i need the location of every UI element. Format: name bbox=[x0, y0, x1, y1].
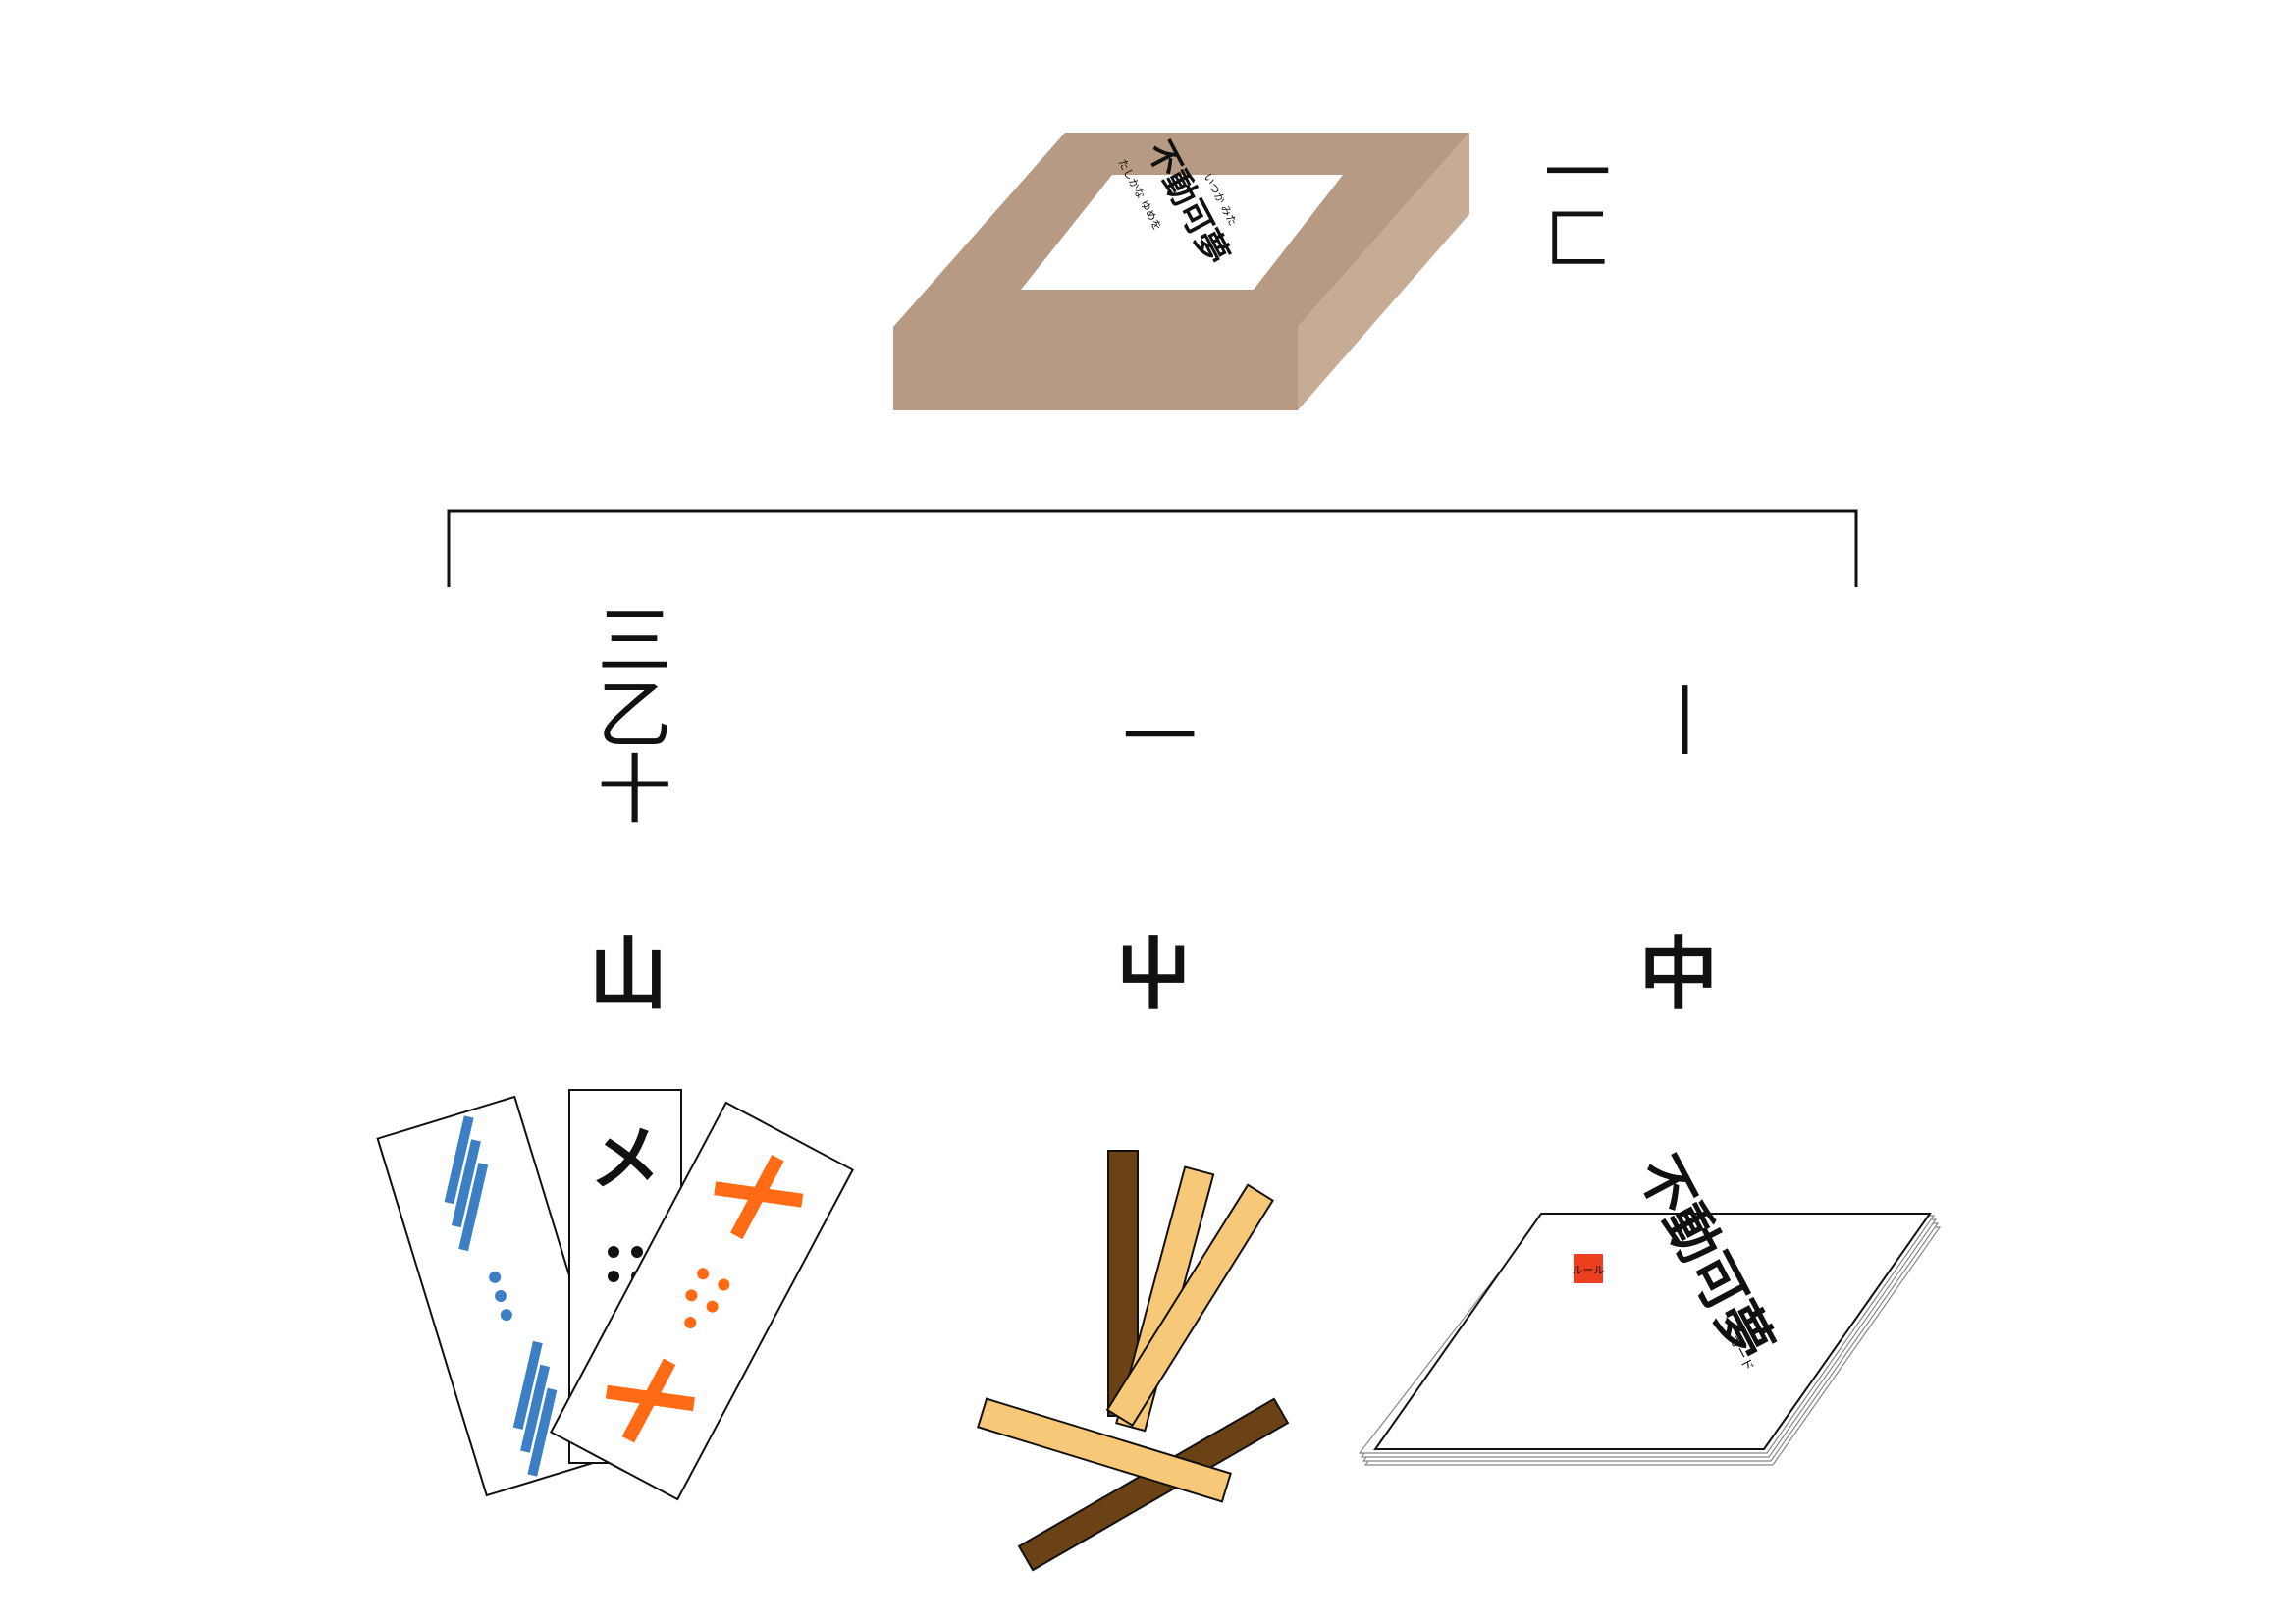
rulebook-badge bbox=[1574, 1254, 1603, 1283]
column-name-center: 屮 bbox=[1114, 929, 1193, 1020]
stick-light-horizontal bbox=[977, 1397, 1232, 1503]
box-right-side bbox=[1298, 133, 1469, 410]
box-front-side bbox=[893, 327, 1298, 410]
rulebook-illustration: 不動可夢 ルール カード bbox=[1358, 1146, 1942, 1466]
column-label-left: 三乙十 bbox=[585, 601, 672, 825]
card-black-symbol: メ bbox=[590, 1117, 661, 1200]
game-box-illustration: 不動可夢 たしかな ゆめを いつか みた bbox=[893, 133, 1469, 410]
column-label-right: 丨 bbox=[1635, 682, 1723, 757]
rulebook-badge-text: ルール bbox=[1573, 1264, 1605, 1276]
box-lid-label bbox=[1021, 175, 1343, 290]
column-name-left: 山 bbox=[589, 929, 667, 1020]
column-name-right: 中 bbox=[1639, 929, 1718, 1020]
card-blue bbox=[376, 1095, 625, 1497]
sticks-illustration bbox=[977, 1150, 1290, 1572]
box-label: 一匚 bbox=[1532, 137, 1610, 271]
cards-illustration: メ bbox=[376, 1089, 855, 1501]
stick-light-2 bbox=[1105, 1183, 1274, 1428]
connector-bracket bbox=[447, 509, 1858, 587]
column-label-center: 一 bbox=[1110, 697, 1198, 772]
card-orange bbox=[549, 1101, 855, 1501]
rulebook-cover bbox=[1373, 1213, 1932, 1450]
